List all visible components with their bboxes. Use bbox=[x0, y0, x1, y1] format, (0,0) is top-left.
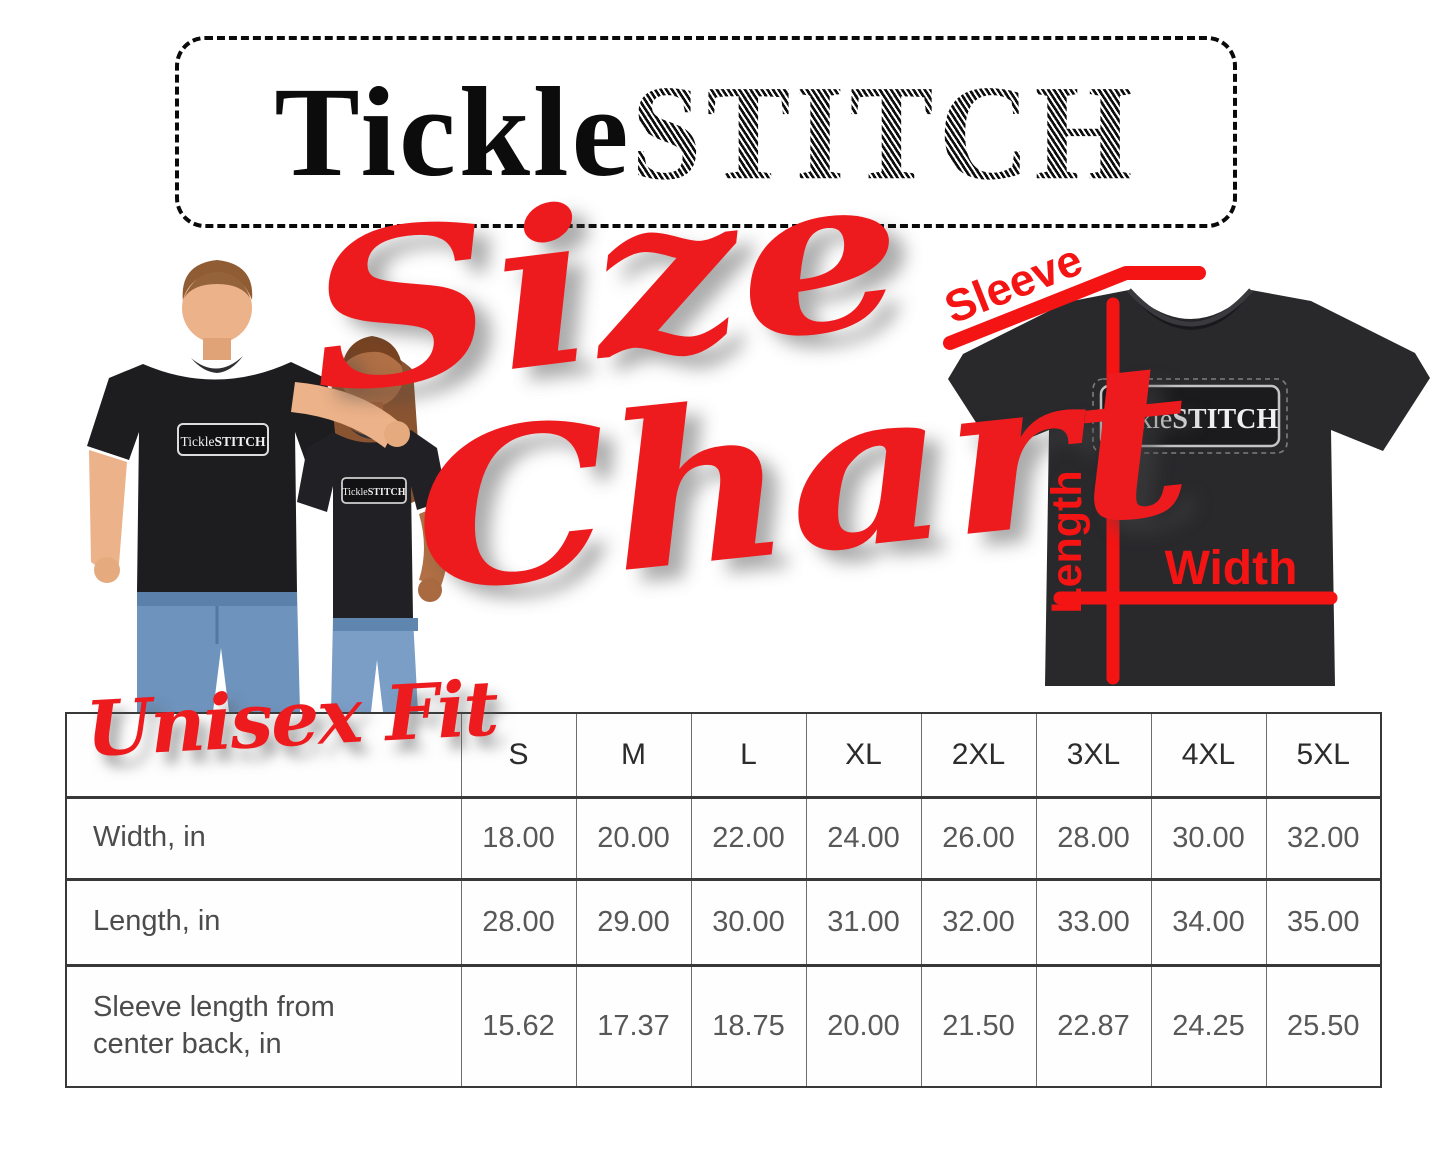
table-row-length: Length, in 28.00 29.00 30.00 31.00 32.00… bbox=[65, 879, 1382, 965]
width-l: 22.00 bbox=[690, 797, 807, 879]
col-header-2xl: 2XL bbox=[920, 713, 1037, 797]
length-xl: 31.00 bbox=[805, 879, 922, 965]
table-row-width: Width, in 18.00 20.00 22.00 24.00 26.00 … bbox=[65, 797, 1382, 879]
sleeve-s: 15.62 bbox=[460, 965, 577, 1087]
length-s: 28.00 bbox=[460, 879, 577, 965]
row-label-length: Length, in bbox=[65, 879, 462, 965]
col-header-xl: XL bbox=[805, 713, 922, 797]
width-4xl: 30.00 bbox=[1150, 797, 1267, 879]
brand-logo-stitch: STITCH bbox=[631, 57, 1138, 209]
diagram-shirt-logo-patch bbox=[1099, 384, 1281, 448]
length-4xl: 34.00 bbox=[1150, 879, 1267, 965]
width-5xl: 32.00 bbox=[1265, 797, 1382, 879]
width-label: Width bbox=[1165, 542, 1298, 595]
width-xl: 24.00 bbox=[805, 797, 922, 879]
size-table-header-row: S M L XL 2XL 3XL 4XL 5XL bbox=[65, 713, 1382, 797]
col-header-s: S bbox=[460, 713, 577, 797]
col-header-5xl: 5XL bbox=[1265, 713, 1382, 797]
sleeve-5xl: 25.50 bbox=[1265, 965, 1382, 1087]
model-man: TickleSTITCH bbox=[87, 260, 347, 712]
width-2xl: 26.00 bbox=[920, 797, 1037, 879]
brand-logo-box: TickleSTITCH bbox=[175, 36, 1237, 228]
col-header-3xl: 3XL bbox=[1035, 713, 1152, 797]
man-arm-over-shoulder bbox=[291, 382, 399, 448]
woman-shirt-logo-text: TickleSTITCH bbox=[343, 487, 406, 498]
brand-logo-tickle: Tickle bbox=[274, 60, 632, 203]
model-woman: TickleSTITCH bbox=[297, 336, 449, 712]
unisex-fit-label: Unisex Fit bbox=[83, 663, 499, 774]
sleeve-measure-line bbox=[943, 266, 1206, 350]
row-label-width: Width, in bbox=[65, 797, 462, 879]
length-2xl: 32.00 bbox=[920, 879, 1037, 965]
col-header-m: M bbox=[575, 713, 692, 797]
diagram-logo-stitch-border bbox=[1092, 378, 1288, 454]
tshirt-measurement-diagram: TickleSTITCH Sleeve Length Width bbox=[938, 240, 1430, 686]
length-l: 30.00 bbox=[690, 879, 807, 965]
length-5xl: 35.00 bbox=[1265, 879, 1382, 965]
width-s: 18.00 bbox=[460, 797, 577, 879]
sleeve-4xl: 24.25 bbox=[1150, 965, 1267, 1087]
brand-logo: TickleSTITCH bbox=[274, 65, 1137, 201]
length-3xl: 33.00 bbox=[1035, 879, 1152, 965]
sleeve-m: 17.37 bbox=[575, 965, 692, 1087]
sleeve-xl: 20.00 bbox=[805, 965, 922, 1087]
col-header-4xl: 4XL bbox=[1150, 713, 1267, 797]
man-shirt-logo-patch bbox=[177, 423, 269, 456]
woman-shirt-logo-patch bbox=[341, 477, 407, 504]
length-label: Length bbox=[1043, 470, 1091, 613]
sleeve-3xl: 22.87 bbox=[1035, 965, 1152, 1087]
sleeve-l: 18.75 bbox=[690, 965, 807, 1087]
length-m: 29.00 bbox=[575, 879, 692, 965]
col-header-l: L bbox=[690, 713, 807, 797]
models-photo: TickleSTITCH TickleSTITCH bbox=[87, 260, 449, 712]
man-shirt-logo-text: TickleSTITCH bbox=[180, 434, 266, 449]
tshirt-silhouette bbox=[948, 288, 1430, 686]
sleeve-2xl: 21.50 bbox=[920, 965, 1037, 1087]
size-table: S M L XL 2XL 3XL 4XL 5XL Width, in 18.00… bbox=[65, 712, 1382, 1088]
width-3xl: 28.00 bbox=[1035, 797, 1152, 879]
table-row-sleeve: Sleeve length from center back, in 15.62… bbox=[65, 965, 1382, 1087]
row-label-sleeve: Sleeve length from center back, in bbox=[65, 965, 462, 1087]
width-m: 20.00 bbox=[575, 797, 692, 879]
